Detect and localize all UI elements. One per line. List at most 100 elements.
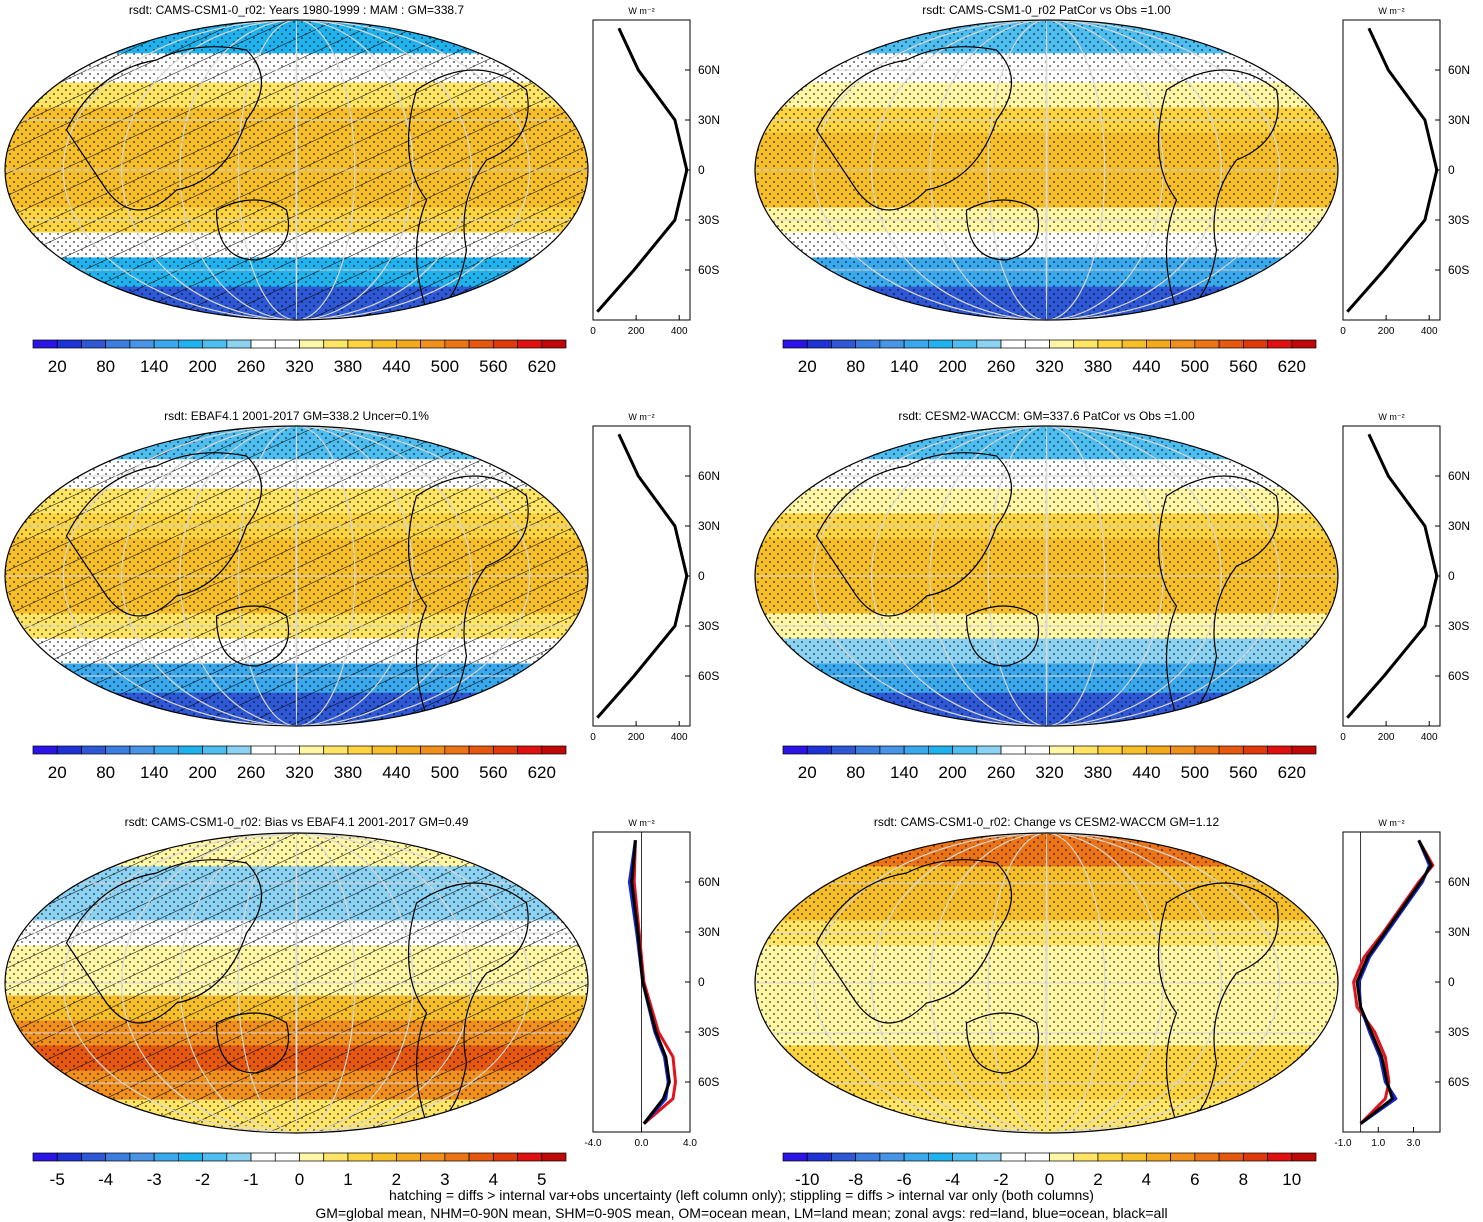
colorbar-tick-label: 560 [1229,357,1257,376]
colorbar-swatch [1146,339,1171,349]
colorbar-tick-label: 500 [431,357,459,376]
profile-line-ocean [1357,839,1431,1125]
colorbar-swatch [1291,1152,1317,1162]
colorbar-swatch [347,339,373,349]
profile-lat-label: 60S [698,263,719,277]
profile-units-label: W m⁻² [1378,6,1404,16]
colorbar-tick-label: -5 [50,1170,65,1189]
colorbar-tick-label: 380 [1084,763,1112,782]
colorbar-swatch [274,1152,300,1162]
profile-line-all [1346,27,1439,313]
graticule-lon [62,426,531,726]
profile-units-label: W m⁻² [1378,412,1404,422]
colorbar-swatch [250,339,276,349]
map-field [5,20,588,320]
colorbar: 20 80 140 200 260 320 380 440 500 560 620 [32,745,567,782]
colorbar-swatch [129,339,155,349]
colorbar-swatch [492,745,518,755]
graticule-lon [237,20,356,320]
colorbar-swatch [153,1152,179,1162]
colorbar-tick-label: 620 [528,357,556,376]
graticule-lon [237,833,356,1133]
coastline [1157,475,1279,717]
profile-line-all [1355,839,1433,1125]
colorbar-swatch [1170,1152,1196,1162]
coastline [965,605,1040,667]
graticule-lon [121,20,472,320]
profile-x-label: 0 [1340,326,1346,337]
profile-x-label: 0 [1340,732,1346,743]
colorbar-swatch [32,1152,58,1162]
colorbar-swatch [1146,1152,1171,1162]
profile-lat-label: 60S [1448,1075,1469,1089]
colorbar-swatch [1097,339,1123,349]
chart-panel-4: rsdt: CESM2-WACCM: GM=337.6 PatCor vs Ob… [754,409,1470,782]
colorbar-tick-label: 440 [1132,763,1160,782]
colorbar-swatch [202,1152,228,1162]
graticule-lon [62,20,531,320]
colorbar: 20 80 140 200 260 320 380 440 500 560 620 [782,745,1317,782]
colorbar-tick-label: 260 [237,357,265,376]
colorbar-tick-label: 10 [1282,1170,1301,1189]
coastline [215,199,290,261]
footer-note-legend: GM=global mean, NHM=0-90N mean, SHM=0-90… [315,1205,1168,1221]
profile-x-label: -1.0 [1334,1138,1352,1149]
colorbar-swatch [1194,1152,1220,1162]
coastline [65,859,263,1024]
colorbar-swatch [1000,1152,1026,1162]
profile-lat-label: 60N [1448,875,1470,889]
colorbar-swatch [517,745,543,755]
colorbar-swatch [1049,339,1075,349]
profile-x-label: 400 [671,732,688,743]
colorbar-swatch [371,745,397,755]
colorbar-swatch [1121,339,1147,349]
chart-panel-2: rsdt: CAMS-CSM1-0_r02 PatCor vs Obs =1.0… [754,3,1470,376]
graticule-lon [987,833,1106,1133]
graticule-lon [179,833,414,1133]
colorbar-tick-label: 20 [48,357,67,376]
graticule-lon [295,833,298,1133]
graticule-lon [929,426,1164,726]
profile-lat-label: 60N [1448,63,1470,77]
colorbar-swatch [1097,745,1123,755]
profile-x-label: 200 [1378,326,1395,337]
coastline [407,69,529,311]
colorbar-swatch [831,745,857,755]
colorbar-swatch [299,1152,325,1162]
colorbar-swatch [1242,339,1268,349]
colorbar-swatch [517,1152,543,1162]
colorbar-swatch [903,1152,929,1162]
colorbar-tick-label: -4 [945,1170,960,1189]
profile-lat-label: 60S [1448,263,1469,277]
profile-lat-label: 0 [698,975,705,989]
profile-units-label: W m⁻² [1378,818,1404,828]
colorbar-tick-label: 620 [1278,357,1306,376]
colorbar-tick-label: 20 [798,357,817,376]
profile-x-label: 400 [1421,732,1438,743]
graticule-lon [1045,426,1048,726]
colorbar-swatch [56,1152,82,1162]
profile-lat-label: 60N [698,875,720,889]
profile-frame [592,19,691,321]
coastline [1157,882,1279,1124]
profile-line-all [596,433,689,719]
chart-title: rsdt: CAMS-CSM1-0_r02 PatCor vs Obs =1.0… [922,3,1171,17]
colorbar-swatch [1049,745,1075,755]
colorbar-swatch [517,339,543,349]
colorbar-swatch [323,1152,349,1162]
colorbar-swatch [1024,1152,1050,1162]
profile-x-label: -4.0 [584,1138,602,1149]
colorbar-swatch [81,1152,107,1162]
colorbar-swatch [952,339,978,349]
profile-x-label: 0.0 [635,1138,649,1149]
colorbar-swatch [178,1152,203,1162]
colorbar-swatch [371,1152,397,1162]
colorbar-tick-label: 140 [140,763,168,782]
profile-lat-label: 30S [698,619,719,633]
colorbar-swatch [928,745,953,755]
colorbar-tick-label: -1 [243,1170,258,1189]
colorbar-tick-label: 320 [1035,357,1063,376]
colorbar-swatch [396,1152,421,1162]
colorbar-swatch [396,745,421,755]
